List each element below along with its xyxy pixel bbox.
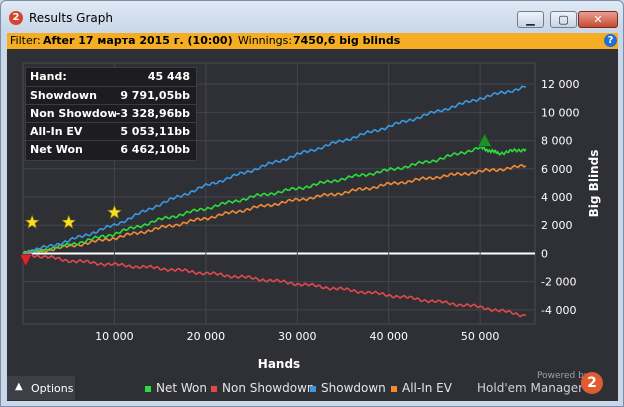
x-tick-label: 10 000 [95, 330, 134, 343]
stats-value: 9 791,05bb [120, 89, 190, 102]
star-marker [24, 214, 40, 229]
x-tick-label: 40 000 [369, 330, 408, 343]
app-logo-icon: 2 [9, 11, 23, 25]
y-tick-label: -4 000 [541, 304, 576, 317]
y-tick-label: 2 000 [541, 219, 573, 232]
x-axis-title: Hands [258, 357, 300, 371]
caret-up-icon: ▲ [15, 381, 23, 392]
y-axis-title: Big Blinds [587, 150, 601, 218]
stats-key: All-In EV [30, 125, 83, 138]
stats-row: Non Showdown -3 328,96bb [26, 104, 196, 123]
stats-key: Net Won [30, 143, 83, 156]
legend-swatch [211, 385, 217, 392]
legend-swatch [391, 385, 397, 392]
triangle-down-marker [19, 254, 33, 268]
series-line-all-in-ev [22, 164, 527, 256]
stats-row: All-In EV 5 053,11bb [26, 122, 196, 141]
legend-swatch [310, 385, 316, 392]
x-tick-label: 20 000 [187, 330, 226, 343]
stats-key: Non Showdown [30, 107, 116, 120]
triangle-up-marker [477, 132, 493, 147]
stats-row: Hand: 45 448 [26, 68, 196, 86]
stats-box: Hand: 45 448 Showdown 9 791,05bb Non Showdow… [25, 67, 197, 161]
legend-label: Showdown [321, 381, 386, 395]
stats-value: 6 462,10bb [120, 143, 190, 156]
y-tick-label: 12 000 [541, 78, 580, 91]
results-chart: 12 000 10 000 8 000 6 000 4 000 2 000 0 -2 000 -… [7, 49, 618, 401]
options-label: Options [31, 382, 74, 395]
powered-by-text: Powered by [537, 371, 590, 381]
window-title: Results Graph [29, 11, 113, 25]
series-line-showdown [22, 85, 527, 256]
y-tick-label: 6 000 [541, 163, 573, 176]
legend-label: Non Showdown [222, 381, 315, 395]
winnings-label: Winnings: [238, 34, 293, 47]
series-line-net-won [22, 144, 527, 255]
series-line-non-showdown [22, 251, 527, 318]
star-marker [61, 214, 77, 229]
y-tick-label: 4 000 [541, 191, 573, 204]
title-bar[interactable]: 2 Results Graph ▁ ▢ ✕ [1, 1, 623, 31]
stats-value: -3 328,96bb [115, 107, 190, 120]
chart-svg: 12 000 10 000 8 000 6 000 4 000 2 000 0 -2 000 -… [19, 62, 601, 371]
star-marker [107, 204, 122, 219]
legend-swatch [145, 385, 151, 392]
filter-bar: Filter: After 17 марта 2015 г. (10:00) W… [7, 33, 618, 49]
close-icon: ✕ [593, 13, 603, 26]
x-tick-label: 50 000 [461, 330, 500, 343]
maximize-icon: ▢ [558, 13, 569, 26]
y-tick-label: -2 000 [541, 276, 576, 289]
y-tick-label: 8 000 [541, 135, 573, 148]
options-button[interactable]: ▲ Options [7, 376, 75, 400]
filter-label: Filter: [10, 34, 41, 47]
legend-item-showdown[interactable]: Showdown [310, 381, 386, 395]
stats-key: Showdown [30, 89, 97, 102]
brand-name: Hold'em Manager [477, 381, 584, 395]
help-icon[interactable]: ? [604, 34, 617, 47]
brand-logo-icon: 2 [581, 372, 603, 394]
maximize-button[interactable]: ▢ [550, 11, 577, 28]
legend-item-net-won[interactable]: Net Won [145, 381, 207, 395]
y-tick-label: 0 [541, 247, 548, 260]
legend-label: Net Won [156, 381, 207, 395]
stats-value: 45 448 [147, 70, 190, 83]
minimize-icon: ▁ [526, 13, 535, 26]
stats-row: Net Won 6 462,10bb [26, 140, 196, 159]
x-tick-label: 30 000 [278, 330, 317, 343]
filter-value: After 17 марта 2015 г. (10:00) [43, 34, 233, 47]
stats-key: Hand: [30, 70, 67, 83]
legend-label: All-In EV [402, 381, 452, 395]
legend-item-non-showdown[interactable]: Non Showdown [211, 381, 315, 395]
stats-value: 5 053,11bb [120, 125, 190, 138]
stats-row: Showdown 9 791,05bb [26, 86, 196, 105]
winnings-value: 7450,6 big blinds [293, 34, 401, 47]
y-tick-label: 10 000 [541, 106, 580, 119]
legend-item-all-in-ev[interactable]: All-In EV [391, 381, 452, 395]
close-button[interactable]: ✕ [578, 11, 618, 28]
minimize-button[interactable]: ▁ [517, 11, 544, 28]
